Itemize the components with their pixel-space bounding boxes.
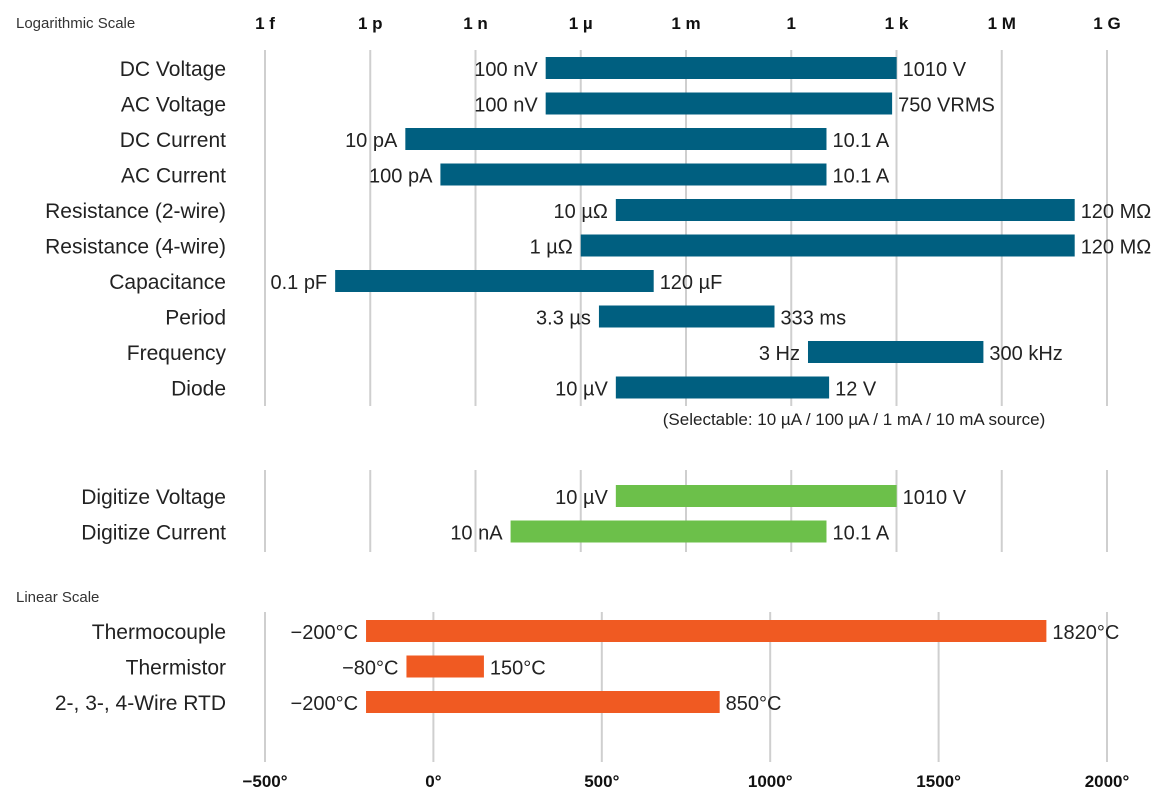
category-label: 2-, 3-, 4-Wire RTD: [55, 692, 226, 715]
x-tick-label: 1 f: [255, 14, 275, 33]
category-label: Capacitance: [109, 271, 226, 294]
category-label: Frequency: [127, 342, 227, 365]
max-value-label: 300 kHz: [989, 343, 1062, 365]
min-value-label: 100 nV: [474, 95, 538, 117]
max-value-label: 333 ms: [780, 308, 846, 330]
section-title-linear: Linear Scale: [16, 589, 99, 606]
min-value-label: −80°C: [342, 658, 398, 680]
range-bar: [545, 92, 893, 115]
range-bar: [615, 485, 897, 507]
x-tick-label: 0°: [425, 772, 441, 791]
x-tick-label: 1: [787, 14, 796, 33]
range-bar: [598, 305, 775, 328]
max-value-label: 850°C: [726, 693, 782, 715]
min-value-label: 10 µV: [555, 487, 608, 509]
x-tick-label: 1 m: [671, 14, 700, 33]
max-value-label: 10.1 A: [832, 166, 889, 188]
x-tick-label: 1 G: [1093, 14, 1120, 33]
x-tick-label: 1500°: [916, 772, 961, 791]
max-value-label: 12 V: [835, 379, 877, 401]
min-value-label: 10 nA: [450, 523, 503, 545]
category-label: Digitize Current: [81, 522, 226, 545]
max-value-label: 120 MΩ: [1081, 237, 1152, 259]
min-value-label: 100 pA: [369, 166, 433, 188]
max-value-label: 1820°C: [1052, 622, 1119, 644]
category-label: Diode: [171, 378, 226, 401]
range-bar: [406, 655, 484, 678]
annotation-note: (Selectable: 10 µA / 100 µA / 1 mA / 10 …: [663, 410, 1045, 429]
range-bar: [580, 234, 1075, 257]
max-value-label: 1010 V: [903, 59, 967, 81]
min-value-label: −200°C: [291, 693, 359, 715]
min-value-label: 10 µΩ: [554, 201, 608, 223]
x-tick-label: 1 n: [463, 14, 488, 33]
min-value-label: 10 pA: [345, 130, 398, 152]
category-label: DC Current: [120, 129, 226, 152]
max-value-label: 120 µF: [660, 272, 723, 294]
range-bar: [366, 691, 720, 713]
category-label: Thermistor: [126, 657, 226, 680]
max-value-label: 750 VRMS: [898, 95, 995, 117]
range-bar: [510, 520, 827, 543]
range-bar: [366, 620, 1047, 642]
range-bar: [807, 341, 984, 363]
category-label: Thermocouple: [92, 621, 226, 644]
max-value-label: 150°C: [490, 658, 546, 680]
min-value-label: 3 Hz: [759, 343, 800, 365]
range-bar: [335, 270, 654, 292]
min-value-label: −200°C: [291, 622, 359, 644]
x-tick-label: 500°: [584, 772, 619, 791]
min-value-label: 3.3 µs: [536, 308, 591, 330]
range-bar: [615, 199, 1075, 221]
section-title-log: Logarithmic Scale: [16, 15, 135, 32]
category-label: AC Voltage: [121, 94, 226, 117]
range-bar: [440, 163, 827, 186]
range-bar: [615, 376, 830, 399]
max-value-label: 10.1 A: [832, 523, 889, 545]
range-bar: [405, 128, 827, 150]
min-value-label: 0.1 pF: [270, 272, 327, 294]
category-label: Resistance (4-wire): [45, 236, 226, 259]
x-tick-label: −500°: [242, 772, 287, 791]
min-value-label: 10 µV: [555, 379, 608, 401]
range-bar: [545, 57, 897, 79]
category-label: Period: [165, 307, 226, 330]
min-value-label: 100 nV: [474, 59, 538, 81]
x-tick-label: 1 µ: [569, 14, 593, 33]
category-label: AC Current: [121, 165, 226, 188]
x-tick-label: 1 M: [988, 14, 1016, 33]
max-value-label: 10.1 A: [832, 130, 889, 152]
x-tick-label: 1 k: [885, 14, 909, 33]
x-tick-label: 1000°: [748, 772, 793, 791]
x-tick-label: 1 p: [358, 14, 383, 33]
max-value-label: 1010 V: [903, 487, 967, 509]
max-value-label: 120 MΩ: [1081, 201, 1152, 223]
category-label: DC Voltage: [120, 58, 226, 81]
x-tick-label: 2000°: [1085, 772, 1130, 791]
min-value-label: 1 µΩ: [530, 237, 573, 259]
category-label: Resistance (2-wire): [45, 200, 226, 223]
category-label: Digitize Voltage: [81, 486, 226, 509]
